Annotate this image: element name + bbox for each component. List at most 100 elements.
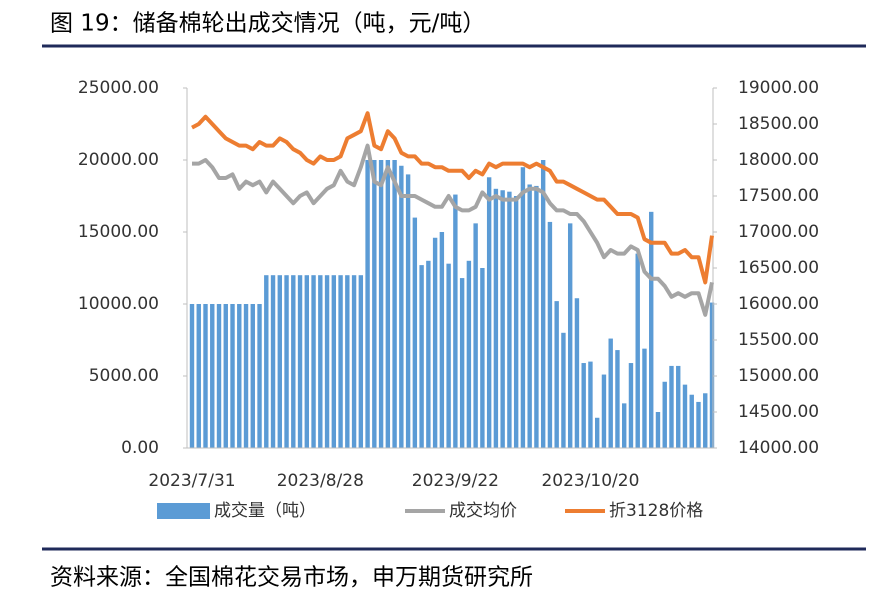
bar [655,412,661,448]
y2-tick-label: 19000.00 [738,78,819,98]
bar [378,160,384,448]
y2-tick-label: 16500.00 [738,258,819,278]
bar [399,165,404,448]
legend-label: 成交均价 [449,501,517,521]
bar [291,275,296,448]
bar [270,275,276,448]
y2-tick-label: 14500.00 [738,402,819,422]
bar [358,275,364,448]
bar [459,278,465,448]
bar [318,275,323,448]
bar [709,302,715,448]
bar [682,384,688,448]
chart-title: 图 19：储备棉轮出成交情况（吨，元/吨） [50,11,485,37]
y-tick-label: 20000.00 [78,150,159,170]
bar [304,275,310,448]
bar [642,348,647,448]
bar [257,304,262,448]
bar [365,160,370,448]
bar [277,275,282,448]
bar [419,265,424,448]
bar [243,304,249,448]
y2-tick-label: 15000.00 [738,366,819,386]
bar [405,174,411,448]
bar [439,232,445,448]
legend-label: 折3128价格 [609,501,703,521]
legend-label: 成交量（吨） [214,501,316,521]
bar [466,260,472,448]
bar [446,263,451,448]
bar [649,211,654,448]
x-tick-label: 2023/8/28 [277,471,364,491]
bar [615,350,620,448]
bar [345,275,350,448]
line-series [192,143,714,317]
bar [223,304,228,448]
bar [635,253,640,448]
y2-tick-label: 14000.00 [738,438,819,458]
x-tick-label: 2023/10/20 [541,471,639,491]
y2-tick-label: 17000.00 [738,222,819,242]
bar [689,394,694,448]
bar [561,332,566,448]
bar [540,160,546,448]
bar [210,304,215,448]
bar [237,304,242,448]
bar [567,223,573,448]
bar [351,275,357,448]
x-tick-label: 2023/9/22 [412,471,499,491]
bar [338,275,343,448]
bar [196,304,201,448]
bar [676,365,681,448]
bar [594,417,600,448]
bar [547,221,553,448]
bar [527,184,532,449]
y-tick-label: 5000.00 [89,366,159,386]
source: 资料来源：全国棉花交易市场，申万期货研究所 [50,565,533,591]
bar [250,304,255,448]
bar [520,167,526,448]
bar [500,190,505,449]
y2-tick-label: 18000.00 [738,150,819,170]
bar [513,196,519,448]
bar [203,304,208,448]
y-tick-label: 15000.00 [78,222,159,242]
bar [480,268,485,448]
bar [432,237,438,448]
bar [601,374,607,448]
y-tick-label: 10000.00 [78,294,159,314]
bar [493,188,499,449]
legend-swatch [157,503,210,519]
bar [284,275,289,448]
y2-tick-label: 18500.00 [738,114,819,134]
bar [426,260,431,448]
bar [703,393,708,448]
bar [392,160,397,448]
y-tick-label: 25000.00 [78,78,159,98]
bar [324,275,330,448]
y2-tick-label: 15500.00 [738,330,819,350]
bar [574,298,580,448]
bar [311,275,316,448]
bar [297,275,303,448]
y-tick-label: 0.00 [121,438,159,458]
bar [696,401,701,448]
bar [534,185,539,449]
bar [622,403,627,448]
bar [230,304,235,448]
bar [669,365,674,448]
bar [412,217,418,448]
line-series [191,111,714,285]
bar [608,338,613,448]
bar [554,301,559,448]
bar [385,160,391,448]
bar [372,160,377,448]
bar [453,194,458,448]
bar [581,363,586,448]
bar [588,361,593,448]
bar [331,275,337,448]
bar [628,363,634,448]
bar [473,223,478,448]
bar [264,275,269,448]
